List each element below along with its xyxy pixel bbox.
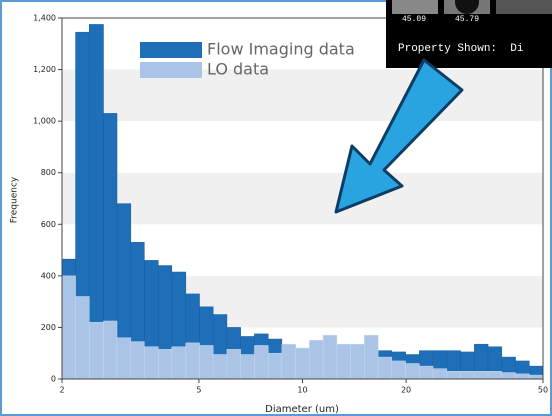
legend-swatch <box>140 62 202 78</box>
legend-label: Flow Imaging data <box>207 40 355 59</box>
y-tick-label: 400 <box>41 271 56 280</box>
y-tick-label: 1,000 <box>33 117 56 126</box>
bar <box>61 275 76 380</box>
bar <box>171 346 187 380</box>
bar <box>364 334 379 380</box>
bar <box>185 342 200 380</box>
bar <box>446 371 461 380</box>
y-tick-label: 1,200 <box>33 65 56 74</box>
bar <box>487 371 503 380</box>
arrow <box>334 58 464 214</box>
thumb-label: 45.79 <box>455 15 479 24</box>
bar <box>75 296 90 380</box>
bar <box>432 368 448 380</box>
y-axis-label: Frequency <box>10 176 20 223</box>
bar <box>116 337 132 380</box>
thumbnail <box>496 0 552 14</box>
thumbnail <box>392 0 438 14</box>
bar <box>391 360 406 380</box>
bar <box>240 354 255 380</box>
bar <box>460 371 475 380</box>
legend-swatch <box>140 42 202 58</box>
x-tick-label: 50 <box>538 386 548 395</box>
bar <box>336 343 351 380</box>
bar <box>377 356 393 380</box>
y-tick-label: 200 <box>41 323 56 332</box>
x-axis-label: Diameter (um) <box>265 404 339 415</box>
bar <box>226 349 241 380</box>
y-tick-label: 800 <box>41 168 56 177</box>
grid-band <box>62 69 543 122</box>
bar <box>88 322 104 380</box>
grid-band <box>62 172 543 225</box>
bar <box>295 347 310 380</box>
bar <box>267 352 283 380</box>
x-tick-label: 20 <box>401 386 411 395</box>
thumbnail-particle <box>455 0 479 14</box>
bar <box>515 373 530 380</box>
bar <box>309 340 324 380</box>
bar <box>281 343 296 380</box>
bar <box>405 363 420 380</box>
property-text: Property Shown: Di <box>398 43 524 55</box>
bar <box>158 349 173 380</box>
bar <box>212 354 228 380</box>
x-tick-label: 10 <box>297 386 307 395</box>
bar <box>144 346 159 380</box>
bar <box>529 374 544 380</box>
x-tick-label: 2 <box>59 386 64 395</box>
y-tick-label: 0 <box>51 375 56 384</box>
thumb-label: 45.09 <box>402 15 426 24</box>
bar <box>130 341 145 380</box>
y-tick-label: 1,400 <box>33 14 56 23</box>
bar <box>103 320 118 380</box>
overlay-panel: 45.09 45.79 Property Shown: Di <box>386 0 552 68</box>
bar <box>254 345 269 380</box>
legend-label: LO data <box>207 60 269 79</box>
y-tick-label: 600 <box>41 220 56 229</box>
bar <box>501 372 516 380</box>
bar <box>322 334 338 380</box>
x-tick-label: 5 <box>196 386 201 395</box>
bar <box>350 343 365 380</box>
bar <box>419 365 434 380</box>
bar <box>474 371 489 380</box>
bar <box>199 345 214 380</box>
